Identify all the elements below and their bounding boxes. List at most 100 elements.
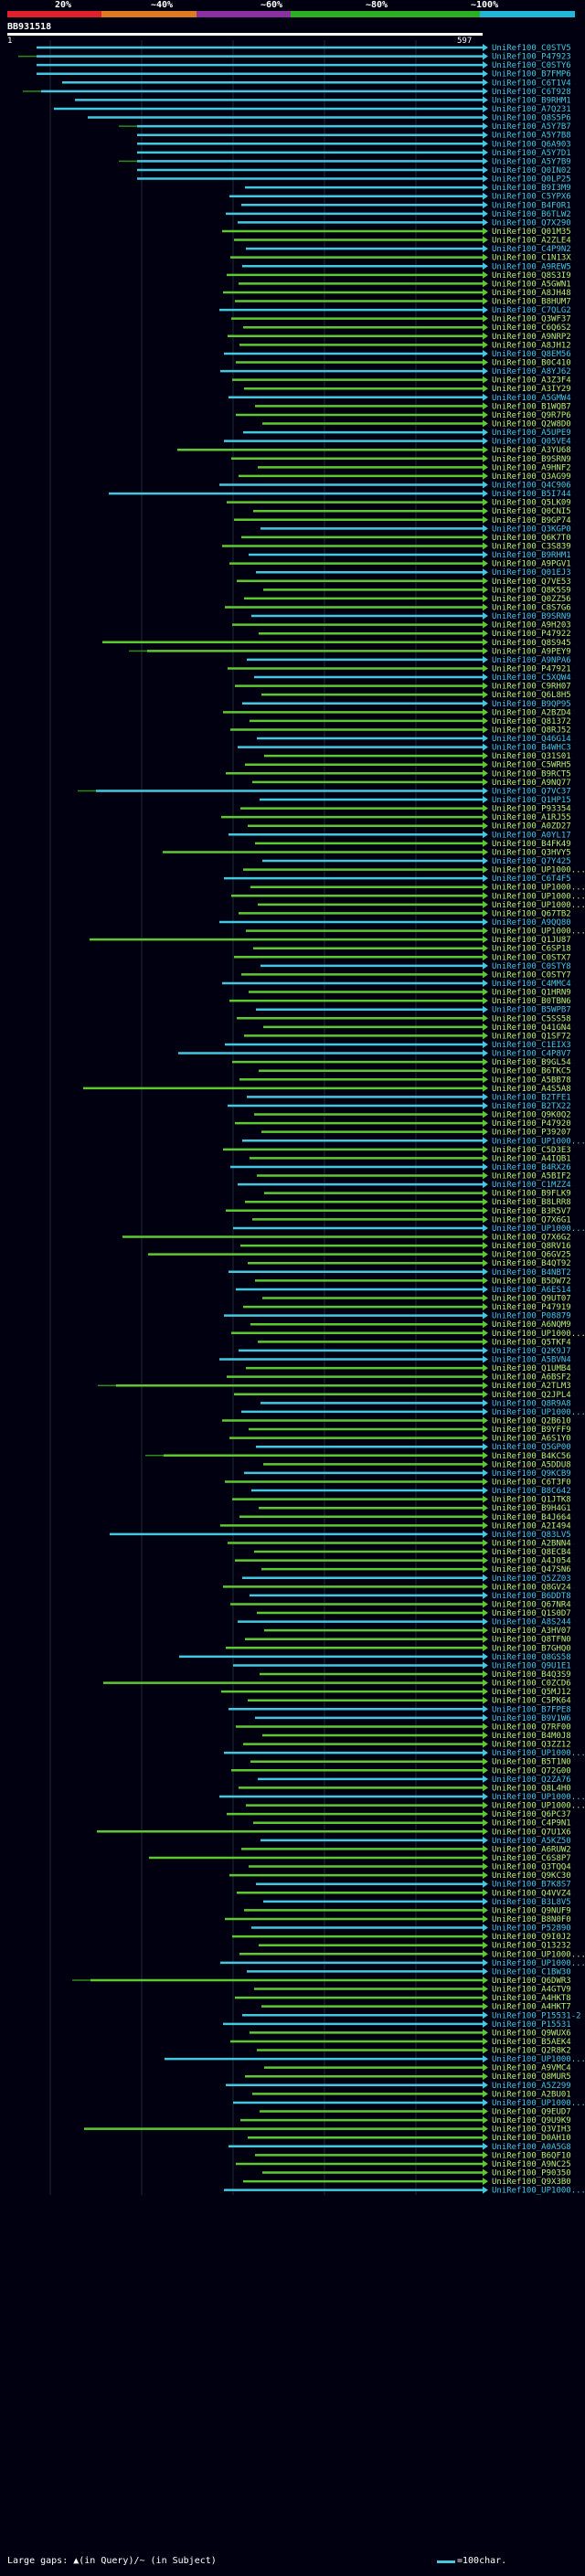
hit-label[interactable]: UniRef100_Q13232 [492,1942,571,1951]
hit-label[interactable]: UniRef100_A3Z3F4 [492,376,571,386]
hit-label[interactable]: UniRef100_Q3WF37 [492,315,571,324]
hit-label[interactable]: UniRef100_Q8GS58 [492,1653,571,1662]
hit-label[interactable]: UniRef100_Q7VE53 [492,578,571,587]
hit-label[interactable]: UniRef100_B9RHM1 [492,551,571,560]
hit-label[interactable]: UniRef100_B2TFE1 [492,1093,571,1102]
hit-label[interactable]: UniRef100_P08879 [492,1312,571,1321]
hit-label[interactable]: UniRef100_A3IY29 [492,385,571,394]
hit-label[interactable]: UniRef100_A2BNN4 [492,1539,571,1548]
hit-label[interactable]: UniRef100_A5DDU8 [492,1460,571,1469]
hit-label[interactable]: UniRef100_Q9UT07 [492,1295,571,1304]
hit-label[interactable]: UniRef100_C1MZZ4 [492,1181,571,1190]
hit-label[interactable]: UniRef100_C6SP18 [492,945,571,954]
hit-label[interactable]: UniRef100_UP1000... [492,1137,585,1146]
hit-label[interactable]: UniRef100_B3L8V5 [492,1898,571,1907]
hit-label[interactable]: UniRef100_C5D3E3 [492,1146,571,1155]
hit-label[interactable]: UniRef100_C0ZCD6 [492,1680,571,1689]
hit-label[interactable]: UniRef100_B7GHQ0 [492,1644,571,1653]
hit-label[interactable]: UniRef100_UP1000... [492,1802,585,1811]
hit-label[interactable]: UniRef100_A9REW5 [492,262,571,271]
hit-label[interactable]: UniRef100_P52890 [492,1924,571,1934]
hit-label[interactable]: UniRef100_Q5TKF4 [492,1338,571,1347]
hit-label[interactable]: UniRef100_Q3AG99 [492,472,571,482]
hit-label[interactable]: UniRef100_C0STV5 [492,44,571,53]
hit-label[interactable]: UniRef100_B6DDT8 [492,1592,571,1601]
hit-label[interactable]: UniRef100_Q41GN4 [492,1023,571,1033]
hit-label[interactable]: UniRef100_Q1HP15 [492,796,571,805]
hit-label[interactable]: UniRef100_Q9KCB9 [492,1469,571,1479]
hit-label[interactable]: UniRef100_B6TLW2 [492,210,571,219]
hit-label[interactable]: UniRef100_C5SS58 [492,1014,571,1023]
hit-label[interactable]: UniRef100_A5Y7D1 [492,149,571,158]
hit-label[interactable]: UniRef100_UP1000... [492,1793,585,1802]
hit-label[interactable]: UniRef100_C9RH07 [492,683,571,692]
hit-label[interactable]: UniRef100_A9QQ80 [492,918,571,928]
hit-label[interactable]: UniRef100_A6NQM9 [492,1320,571,1330]
hit-label[interactable]: UniRef100_Q7U1X6 [492,1828,571,1837]
hit-label[interactable]: UniRef100_Q3TQQ4 [492,1863,571,1872]
hit-label[interactable]: UniRef100_C7QLG2 [492,306,571,315]
hit-label[interactable]: UniRef100_B9FLK9 [492,1190,571,1199]
hit-label[interactable]: UniRef100_A1RJ55 [492,813,571,822]
hit-label[interactable]: UniRef100_Q3ZZ12 [492,1741,571,1750]
hit-label[interactable]: UniRef100_Q67NR4 [492,1600,571,1609]
hit-label[interactable]: UniRef100_Q4C906 [492,482,571,491]
hit-label[interactable]: UniRef100_C6T4F5 [492,875,571,884]
hit-label[interactable]: UniRef100_Q05VE4 [492,438,571,447]
hit-label[interactable]: UniRef100_C0STY6 [492,61,571,70]
hit-label[interactable]: UniRef100_Q1S0D7 [492,1609,571,1618]
hit-label[interactable]: UniRef100_UP1000... [492,892,585,901]
hit-label[interactable]: UniRef100_C4P9N2 [492,245,571,254]
hit-label[interactable]: UniRef100_A9VMC4 [492,2064,571,2073]
hit-label[interactable]: UniRef100_A5GMW4 [492,394,571,403]
hit-label[interactable]: UniRef100_C3S839 [492,542,571,551]
hit-label[interactable]: UniRef100_C6T1V4 [492,79,571,88]
hit-label[interactable]: UniRef100_B9H4G1 [492,1504,571,1513]
hit-label[interactable]: UniRef100_Q8TFN0 [492,1636,571,1645]
hit-label[interactable]: UniRef100_Q6GV25 [492,1251,571,1260]
hit-label[interactable]: UniRef100_Q6DWR3 [492,1977,571,1986]
hit-label[interactable]: UniRef100_C0STX7 [492,953,571,962]
hit-label[interactable]: UniRef100_Q2B610 [492,1416,571,1426]
hit-label[interactable]: UniRef100_Q8MUR5 [492,2072,571,2082]
hit-label[interactable]: UniRef100_B5WPB7 [492,1006,571,1015]
hit-label[interactable]: UniRef100_A5Y7B7 [492,122,571,132]
hit-label[interactable]: UniRef100_B9GL54 [492,1058,571,1067]
hit-label[interactable]: UniRef100_Q1SF72 [492,1032,571,1041]
hit-label[interactable]: UniRef100_P47922 [492,630,571,639]
hit-label[interactable]: UniRef100_Q46G14 [492,735,571,744]
hit-label[interactable]: UniRef100_A9H203 [492,621,571,631]
hit-label[interactable]: UniRef100_A8S244 [492,1618,571,1627]
hit-label[interactable]: UniRef100_A8JH48 [492,289,571,298]
hit-label[interactable]: UniRef100_B8C642 [492,1487,571,1496]
hit-label[interactable]: UniRef100_C1EIX3 [492,1041,571,1050]
hit-label[interactable]: UniRef100_C5XQW4 [492,673,571,683]
hit-label[interactable]: UniRef100_Q01EJ3 [492,568,571,578]
hit-label[interactable]: UniRef100_A3HV07 [492,1627,571,1636]
hit-label[interactable]: UniRef100_A5GWN1 [492,280,571,289]
hit-label[interactable]: UniRef100_UP1000... [492,1224,585,1234]
hit-label[interactable]: UniRef100_Q9X3B0 [492,2178,571,2187]
hit-label[interactable]: UniRef100_UP1000... [492,884,585,893]
hit-label[interactable]: UniRef100_A4GTV9 [492,1986,571,1995]
hit-label[interactable]: UniRef100_Q9R7P6 [492,411,571,420]
hit-label[interactable]: UniRef100_P47919 [492,1303,571,1312]
hit-label[interactable]: UniRef100_C0STY7 [492,970,571,980]
hit-label[interactable]: UniRef100_A6ES14 [492,1286,571,1295]
hit-label[interactable]: UniRef100_B7FPE8 [492,1705,571,1714]
hit-label[interactable]: UniRef100_A4HKT7 [492,2003,571,2012]
hit-label[interactable]: UniRef100_Q1JU87 [492,936,571,945]
hit-label[interactable]: UniRef100_Q0LP25 [492,175,571,185]
hit-label[interactable]: UniRef100_Q9KC30 [492,1871,571,1881]
hit-label[interactable]: UniRef100_A3YU68 [492,446,571,455]
hit-label[interactable]: UniRef100_B0C410 [492,359,571,368]
hit-label[interactable]: UniRef100_B9SRN9 [492,612,571,621]
hit-label[interactable]: UniRef100_UP1000... [492,928,585,937]
hit-label[interactable]: UniRef100_C5YPX6 [492,193,571,202]
hit-label[interactable]: UniRef100_P93354 [492,805,571,814]
hit-label[interactable]: UniRef100_B4WHC3 [492,744,571,753]
hit-label[interactable]: UniRef100_UP1000... [492,2055,585,2064]
hit-label[interactable]: UniRef100_C4P9N1 [492,1819,571,1829]
hit-label[interactable]: UniRef100_A2TLM3 [492,1382,571,1391]
hit-label[interactable]: UniRef100_Q47SN6 [492,1565,571,1574]
